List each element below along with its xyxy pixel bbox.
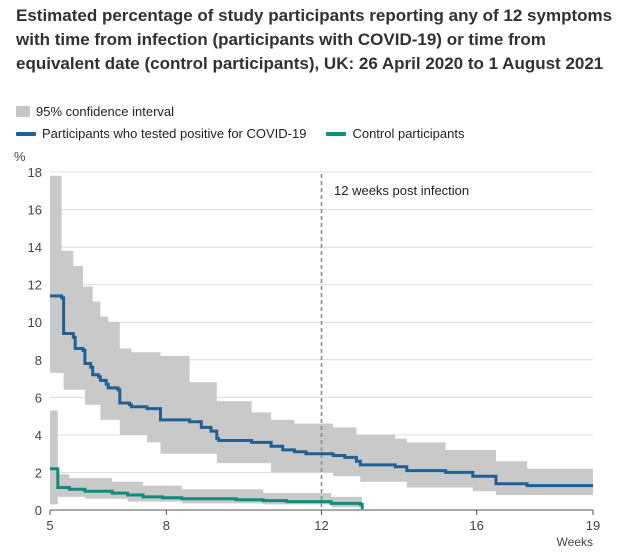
legend-control-label: Control participants <box>352 126 465 141</box>
axes: 0 2 4 6 8 10 12 14 16 18 5 8 12 16 19 <box>28 165 601 533</box>
annotation-12-weeks: 12 weeks post infection <box>334 183 469 198</box>
series-lines <box>50 294 593 510</box>
y-tick-label-6: 6 <box>35 390 42 405</box>
covid-swatch <box>16 131 36 136</box>
x-tick-label-16: 16 <box>469 518 483 533</box>
chart-title: Estimated percentage of study participan… <box>16 6 613 73</box>
ci-bands <box>50 175 593 510</box>
y-tick-label-10: 10 <box>28 315 42 330</box>
legend-item-covid: Participants who tested positive for COV… <box>16 126 306 141</box>
y-tick-label-4: 4 <box>35 428 42 443</box>
series-line-covid <box>50 294 593 488</box>
x-tick-label-8: 8 <box>163 518 170 533</box>
legend-ci: 95% confidence interval <box>16 104 174 119</box>
ci-band-control <box>50 410 363 510</box>
legend-covid-label: Participants who tested positive for COV… <box>42 126 307 141</box>
legend-ci-label: 95% confidence interval <box>36 104 175 119</box>
legend-series: Participants who tested positive for COV… <box>16 126 484 141</box>
y-tick-label-12: 12 <box>28 278 42 293</box>
y-tick-label-16: 16 <box>28 203 42 218</box>
x-tick-label-19: 19 <box>586 518 600 533</box>
control-swatch <box>326 131 347 136</box>
series-line-control <box>50 467 364 510</box>
x-tick-label-5: 5 <box>46 518 53 533</box>
y-tick-label-0: 0 <box>35 503 42 518</box>
y-tick-label-18: 18 <box>28 165 42 180</box>
x-tick-label-12: 12 <box>314 518 328 533</box>
x-axis-label: Weeks <box>557 535 593 549</box>
ci-band-covid <box>50 175 593 496</box>
y-tick-label-14: 14 <box>28 240 42 255</box>
y-axis-label: % <box>14 149 26 164</box>
y-tick-label-8: 8 <box>35 353 42 368</box>
y-tick-label-2: 2 <box>35 465 42 480</box>
ci-swatch <box>16 106 30 117</box>
legend-item-control: Control participants <box>326 126 464 141</box>
